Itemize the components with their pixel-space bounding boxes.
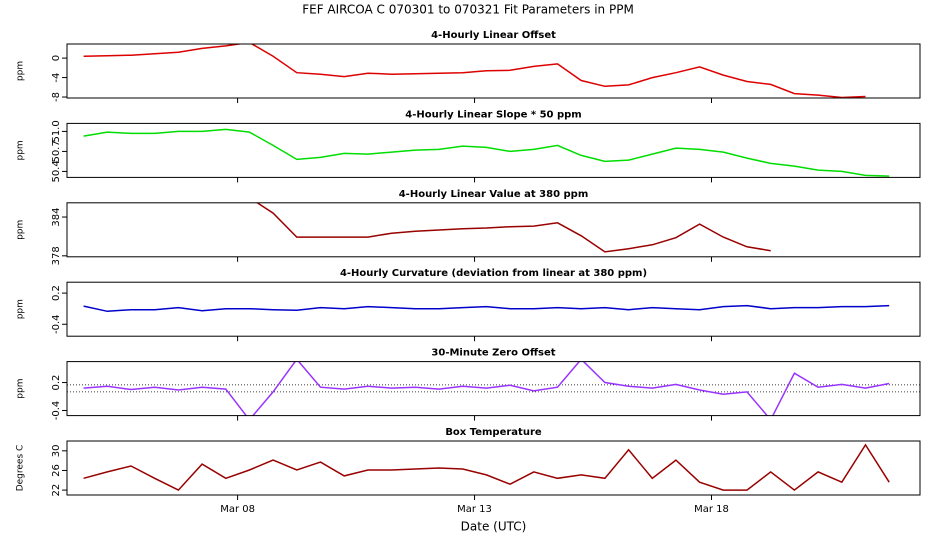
x-tick-label: Mar 13 — [457, 504, 492, 515]
y-axis-label: ppm — [16, 140, 26, 160]
panel: Box Temperature Degrees C 22 26 30 Mar 08 Mar … — [16, 427, 921, 534]
plot-area — [83, 443, 890, 492]
plot-area — [83, 44, 866, 98]
panel-title: 4-Hourly Linear Slope * 50 ppm — [405, 109, 581, 120]
y-axis-label: ppm — [16, 61, 26, 81]
panel: 4-Hourly Linear Slope * 50 ppmppm51.050.… — [16, 109, 921, 183]
data-line — [255, 202, 771, 253]
plot-frame — [66, 281, 921, 337]
y-tick-label: -8 — [51, 92, 62, 102]
y-tick-label: 0 — [51, 55, 62, 61]
figure-title: FEF AIRCOA C 070301 to 070321 Fit Parame… — [302, 3, 634, 17]
y-tick-label: 26 — [51, 464, 62, 477]
y-tick-label: -0.4 — [51, 314, 62, 334]
plot-area — [83, 128, 890, 177]
plot-area — [83, 304, 890, 313]
y-tick-label: 384 — [51, 207, 62, 226]
plot-frame — [66, 202, 921, 258]
plot-frame — [66, 122, 921, 178]
plot-frame — [66, 361, 921, 417]
x-axis-label: Date (UTC) — [461, 520, 527, 534]
data-line — [83, 443, 890, 492]
y-tick-label: 30 — [51, 444, 62, 457]
y-tick-label: 0.2 — [51, 285, 62, 301]
panel-title: 4-Hourly Linear Offset — [431, 30, 556, 41]
plot-area — [67, 361, 920, 416]
y-tick-label: 22 — [51, 484, 62, 497]
y-axis-label: Degrees C — [16, 445, 26, 492]
y-axis-label: ppm — [16, 220, 26, 240]
y-tick-label: 0.2 — [51, 375, 62, 391]
y-tick-label: -4 — [51, 73, 62, 83]
y-axis-label: ppm — [16, 299, 26, 319]
data-line — [83, 128, 890, 177]
panel-title: 4-Hourly Linear Value at 380 ppm — [399, 189, 589, 200]
data-line — [83, 304, 890, 313]
y-tick-label: 50.4 — [51, 160, 62, 182]
plot-area — [255, 202, 771, 253]
y-tick-label: 50.7 — [51, 140, 62, 162]
plot-frame — [66, 43, 921, 99]
y-tick-label: 51.0 — [51, 120, 62, 142]
panel: 30-Minute Zero Offset ppm 0.2 -0.4 — [16, 348, 921, 421]
panel: 4-Hourly Linear Offset ppm 0 -4 -8 — [16, 30, 921, 103]
panel-title: Box Temperature — [445, 427, 542, 438]
y-tick-label: -0.4 — [51, 401, 62, 421]
data-line — [83, 361, 890, 416]
panel-title: 30-Minute Zero Offset — [431, 348, 555, 359]
panel-title: 4-Hourly Curvature (deviation from linea… — [340, 268, 647, 279]
x-tick-label: Mar 18 — [694, 504, 729, 515]
data-line — [83, 44, 866, 98]
y-axis-label: ppm — [16, 378, 26, 398]
x-tick-label: Mar 08 — [220, 504, 255, 515]
y-tick-label: 378 — [51, 246, 62, 265]
panel: 4-Hourly Curvature (deviation from linea… — [16, 268, 921, 342]
plot-frame — [66, 440, 921, 496]
panel: 4-Hourly Linear Value at 380 ppm ppm 384 37… — [16, 189, 921, 265]
